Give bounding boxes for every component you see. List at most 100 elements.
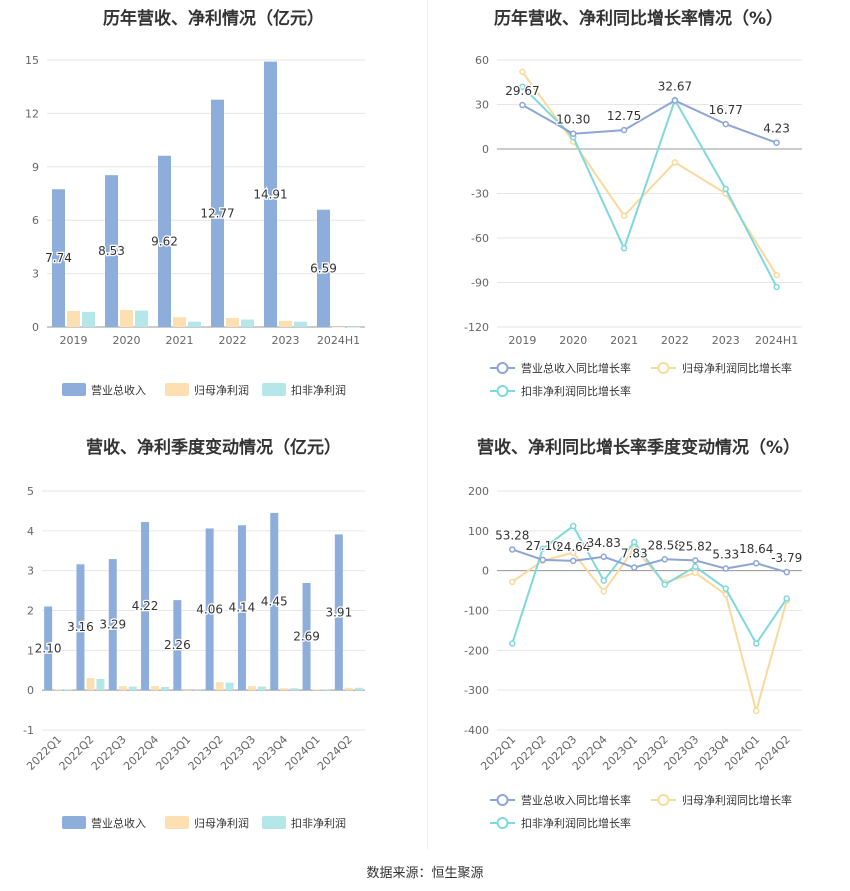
y-tick-label: 60 [475, 54, 489, 67]
y-tick-label: -120 [464, 321, 489, 334]
data-point [773, 139, 780, 146]
data-point [570, 130, 577, 137]
x-tick-label: 2019 [60, 334, 88, 347]
data-point [509, 640, 516, 647]
line-value-label: 4.23 [763, 122, 790, 136]
bar [52, 189, 65, 327]
series-line [521, 99, 777, 144]
y-tick-label: 12 [25, 107, 39, 120]
y-tick-label: 0 [32, 321, 39, 334]
bar [332, 327, 345, 328]
line-value-label: 24.64 [556, 540, 590, 554]
bar [86, 678, 95, 691]
legend-label: 归母净利润同比增长率 [682, 793, 792, 807]
legend-marker [496, 362, 509, 374]
x-tick-label: 2022Q2 [57, 733, 97, 773]
data-point [722, 565, 729, 572]
bar-value-label: 6.59 [310, 261, 337, 275]
x-tick-label: 2022Q4 [121, 733, 161, 773]
bar [317, 209, 330, 327]
data-point [519, 101, 526, 109]
data-point [753, 707, 760, 715]
x-tick-label: 2024Q2 [315, 733, 355, 773]
data-point [753, 640, 760, 647]
bar [44, 606, 53, 691]
y-tick-label: -400 [464, 724, 489, 737]
legend-label: 营业总收入 [91, 383, 146, 397]
bar-value-label: 3.91 [325, 605, 352, 619]
y-tick-label: 5 [27, 485, 34, 498]
bar [247, 686, 256, 691]
bar [161, 686, 170, 691]
legend-swatch [62, 816, 86, 829]
x-tick-label: 2021 [610, 334, 638, 347]
data-point [631, 538, 638, 546]
legend-swatch [165, 383, 189, 396]
bar [135, 310, 148, 327]
bar [82, 311, 95, 327]
x-tick-label: 2020 [113, 334, 141, 347]
bar [215, 682, 224, 691]
x-tick-label: 2023Q3 [218, 733, 258, 773]
bar [302, 583, 311, 691]
data-point [671, 159, 679, 166]
x-tick-label: 2023Q4 [250, 733, 290, 773]
bar-value-label: 9.62 [151, 234, 178, 248]
data-point [570, 522, 577, 530]
data-point [722, 120, 729, 128]
legend-marker [657, 362, 670, 374]
line-value-label: 12.75 [607, 109, 641, 123]
bar [334, 534, 343, 691]
data-point [631, 564, 638, 571]
y-tick-label: 2 [27, 605, 34, 618]
bar [322, 689, 331, 691]
bar-value-label: 14.91 [253, 187, 287, 201]
legend-swatch [262, 816, 286, 829]
line-value-label: 25.82 [678, 539, 712, 553]
legend-label: 营业总收入同比增长率 [521, 361, 631, 375]
data-point [722, 185, 729, 193]
data-point [722, 585, 729, 592]
bar [76, 564, 85, 691]
data-point [539, 556, 546, 564]
data-point [539, 545, 546, 553]
bar [280, 688, 289, 691]
legend-label: 归母净利润 [194, 816, 249, 830]
bar [354, 687, 363, 691]
x-tick-label: 2022 [661, 334, 689, 347]
line-value-label: 16.77 [709, 103, 743, 117]
bar [108, 559, 117, 691]
legend-swatch [165, 816, 189, 829]
x-tick-label: 2023 [272, 334, 300, 347]
line-value-label: 34.83 [587, 536, 621, 550]
series-line [511, 547, 788, 715]
y-tick-label: 6 [32, 214, 39, 227]
bar [96, 679, 105, 691]
bar [188, 321, 201, 327]
line-value-label: 27.10 [526, 539, 560, 553]
y-tick-label: 4 [27, 525, 34, 538]
bar [257, 686, 266, 691]
data-point [692, 569, 699, 576]
y-tick-label: 15 [25, 54, 39, 67]
bar-value-label: 12.77 [200, 206, 234, 220]
line-value-label: -3.79 [771, 551, 802, 565]
y-tick-label: 0 [482, 565, 489, 578]
legend-swatch [62, 383, 86, 396]
bar [264, 61, 277, 328]
data-point [509, 546, 516, 553]
y-tick-label: -100 [464, 605, 489, 618]
chart-title: 历年营收、净利同比增长率情况（%） [493, 9, 784, 29]
data-point [773, 271, 780, 279]
line-value-label: 32.67 [658, 80, 692, 94]
x-tick-label: 2024H1 [755, 334, 798, 347]
bar-value-label: 2.10 [35, 641, 62, 655]
bar [151, 686, 160, 691]
line-value-label: 18.64 [739, 542, 773, 556]
bar [347, 327, 360, 328]
quarterly-bar-chart: -10123452022Q12022Q22022Q32022Q42023Q120… [23, 485, 365, 830]
x-tick-label: 2022 [219, 334, 247, 347]
y-tick-label: 100 [468, 525, 489, 538]
line-value-label: 53.28 [495, 528, 529, 542]
quarterly-growth-panel: 营收、净利同比增长率季度变动情况（%） -400 -300 -200 -100 0 100… [427, 425, 850, 850]
